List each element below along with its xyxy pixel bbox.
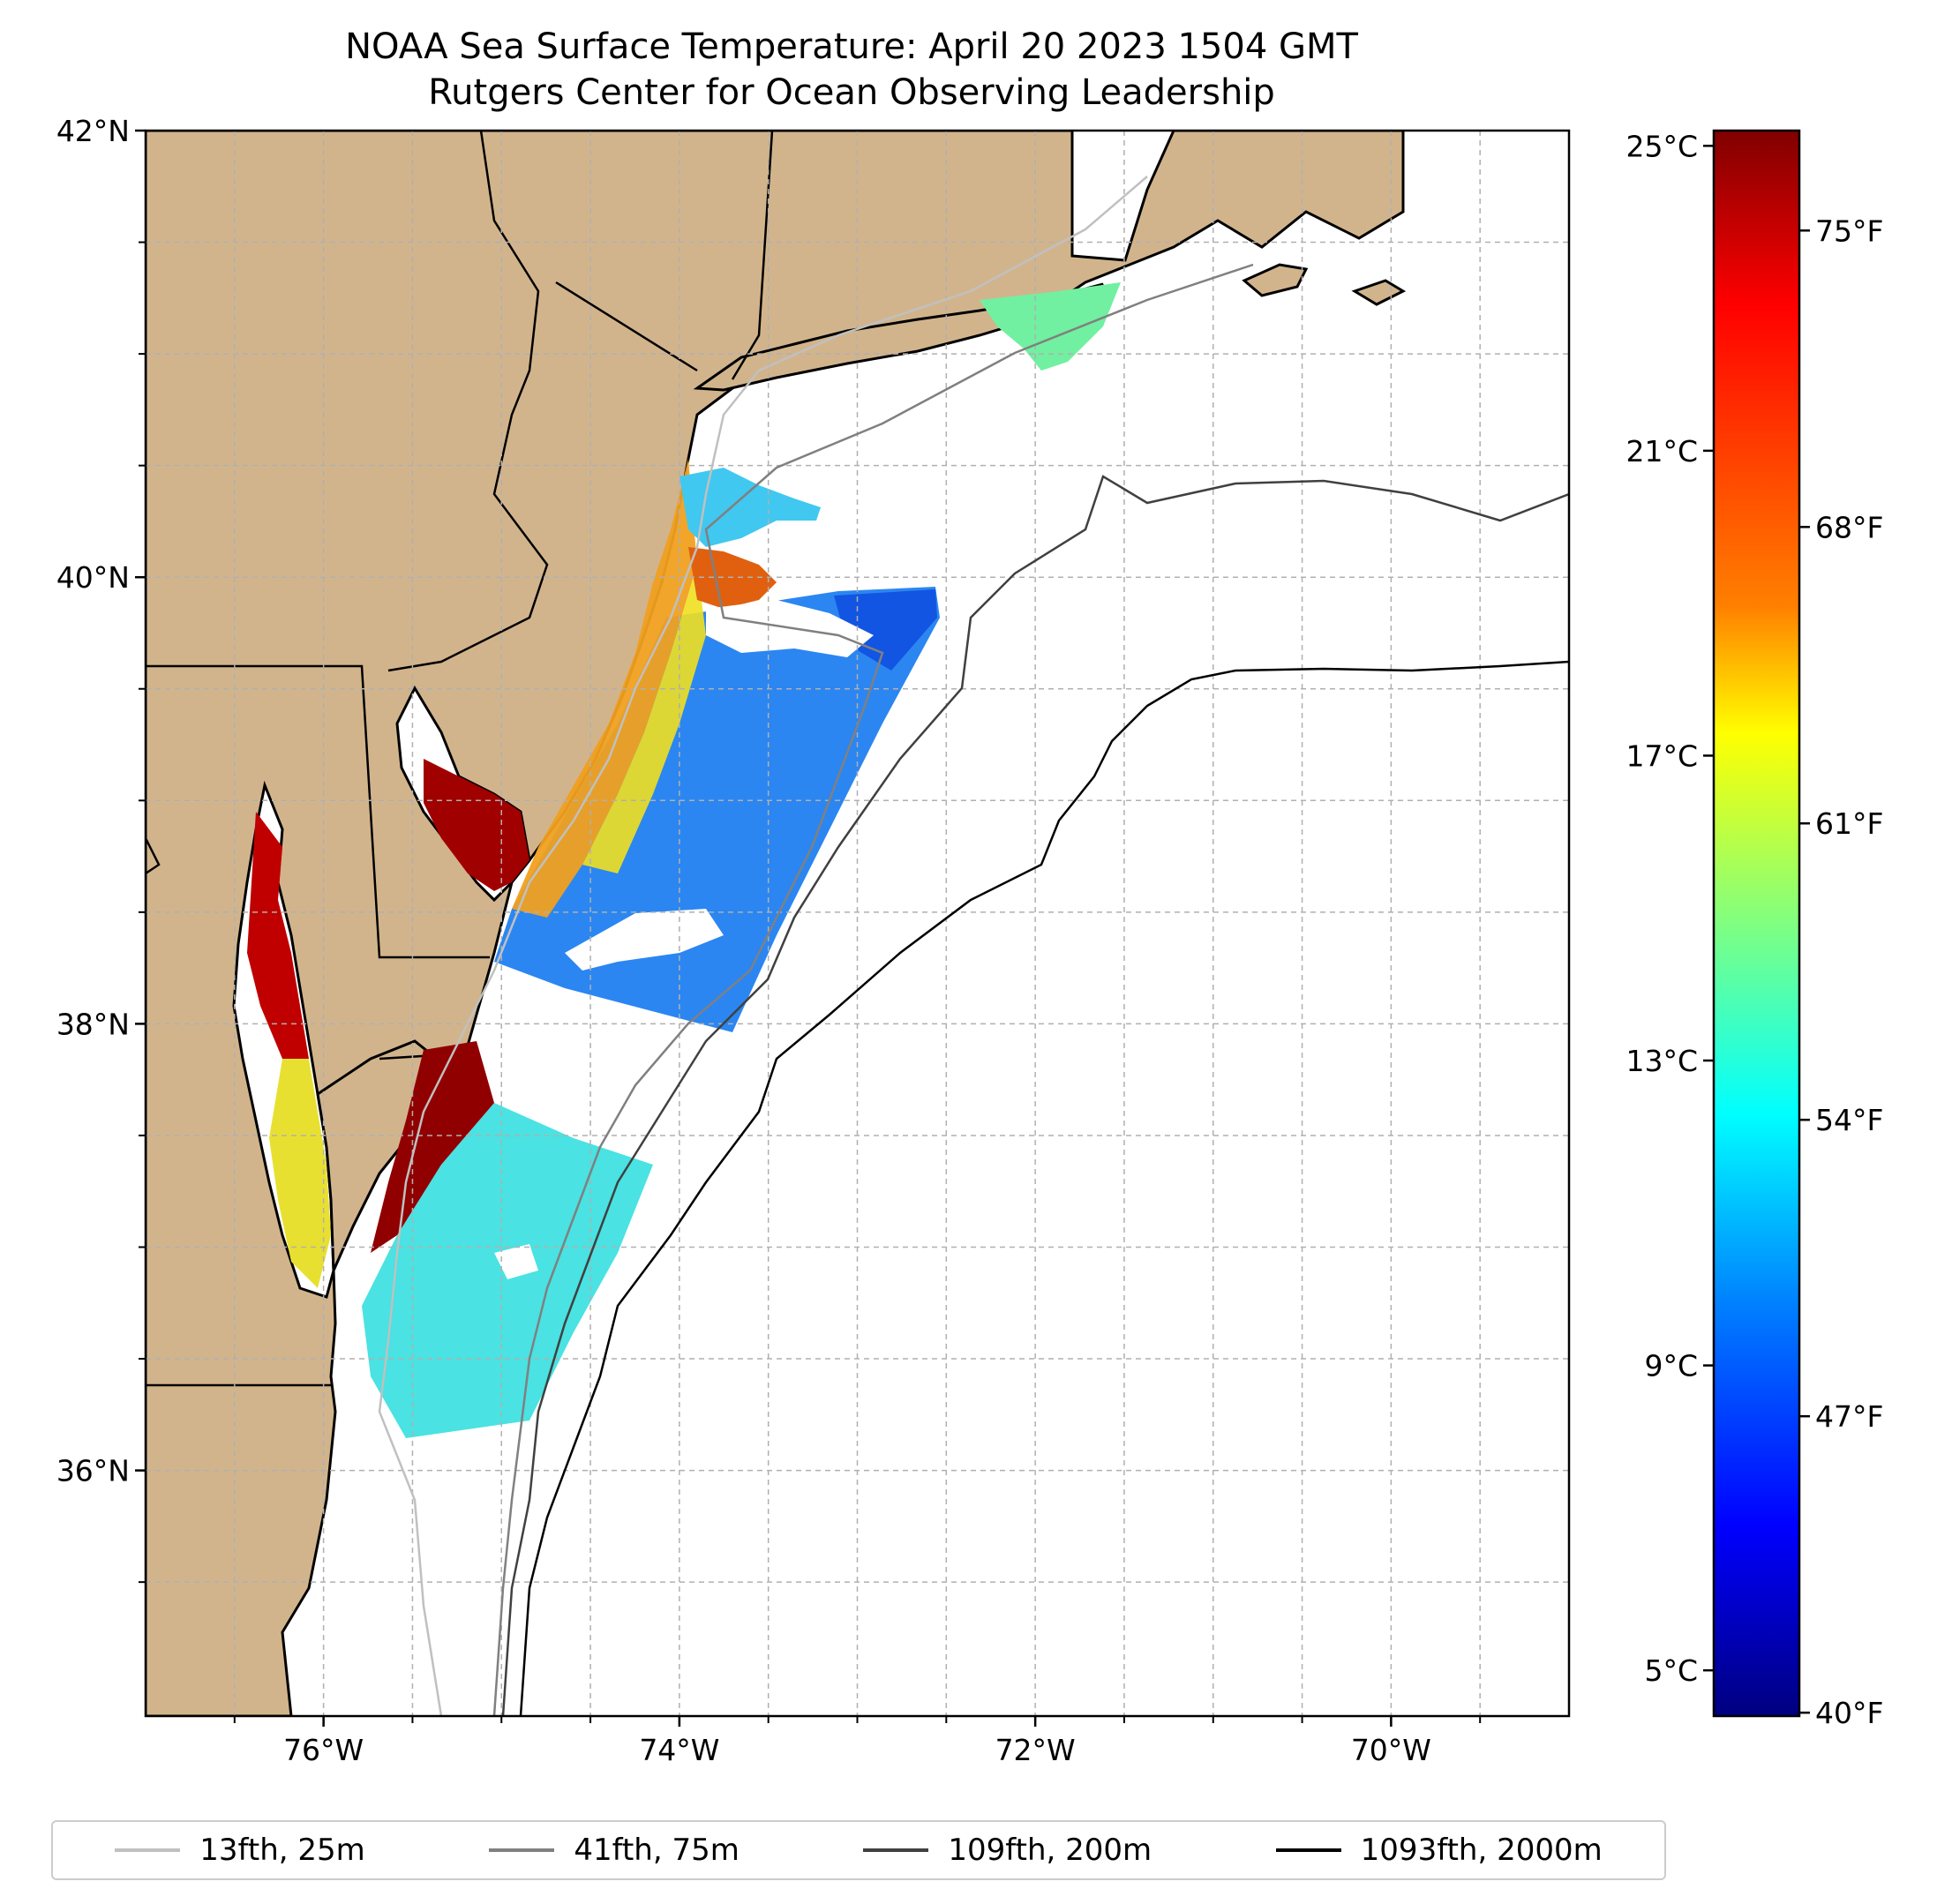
contour-legend: 13fth, 25m 41fth, 75m 109fth, 200m 1093f… xyxy=(51,1820,1666,1880)
lat-tick-label: 40°N xyxy=(56,560,130,595)
map-title-line2: Rutgers Center for Ocean Observing Leade… xyxy=(428,72,1275,113)
legend-item-2000m: 1093fth, 2000m xyxy=(1275,1833,1603,1868)
sst-swath-warm-nj xyxy=(512,459,697,918)
celsius-tick-label: 5°C xyxy=(1644,1653,1698,1688)
colorbar-celsius-ticks: 25°C 21°C 17°C 13°C 9°C 5°C xyxy=(1625,129,1714,1688)
state-borders xyxy=(146,131,774,1387)
colorbar xyxy=(1712,129,1801,1718)
sst-swath-deep-blue xyxy=(834,589,937,671)
sst-chesapeake-hot xyxy=(247,812,309,1059)
fahrenheit-tick-label: 75°F xyxy=(1815,214,1883,248)
contour-75m xyxy=(492,263,1254,1716)
legend-label-25m: 13fth, 25m xyxy=(199,1833,365,1868)
lon-tick-label: 72°W xyxy=(995,1733,1076,1767)
contour-25m xyxy=(378,176,1148,1716)
lon-tick-label: 76°W xyxy=(283,1733,364,1767)
contour-2000m xyxy=(519,660,1569,1716)
lon-tick-label: 70°W xyxy=(1351,1733,1431,1767)
legend-swatch-2000m xyxy=(1275,1848,1341,1852)
fahrenheit-tick-label: 40°F xyxy=(1815,1696,1883,1730)
celsius-tick-label: 17°C xyxy=(1625,738,1698,773)
sst-swath-blue xyxy=(494,587,940,1032)
legend-item-75m: 41fth, 75m xyxy=(489,1833,740,1868)
longitude-axis: 76°W 74°W 72°W 70°W xyxy=(233,1716,1482,1767)
sst-li-sound xyxy=(980,282,1121,371)
celsius-tick-label: 21°C xyxy=(1625,434,1698,469)
cloud-gap-3 xyxy=(494,1244,538,1279)
contour-200m xyxy=(501,475,1569,1716)
fahrenheit-tick-label: 61°F xyxy=(1815,806,1883,841)
legend-swatch-25m xyxy=(115,1848,181,1852)
legend-label-2000m: 1093fth, 2000m xyxy=(1360,1833,1603,1868)
sst-ny-bight xyxy=(679,468,821,547)
celsius-tick-label: 25°C xyxy=(1625,129,1698,163)
grid-lines xyxy=(146,131,1569,1716)
bathymetry-contours xyxy=(378,176,1569,1716)
lat-tick-label: 36°N xyxy=(56,1454,130,1488)
sst-swath-yellow-nj xyxy=(582,565,706,873)
sst-delaware-bay-hot xyxy=(424,759,529,891)
map-title-line1: NOAA Sea Surface Temperature: April 20 2… xyxy=(345,26,1358,67)
latitude-axis: 42°N 40°N 38°N 36°N xyxy=(56,114,146,1584)
cloud-gap-2 xyxy=(565,909,724,971)
legend-label-75m: 41fth, 75m xyxy=(574,1833,740,1868)
legend-swatch-200m xyxy=(863,1848,929,1852)
lon-tick-label: 74°W xyxy=(639,1733,719,1767)
celsius-tick-label: 9°C xyxy=(1644,1349,1698,1383)
lat-tick-label: 38°N xyxy=(56,1007,130,1041)
legend-item-25m: 13fth, 25m xyxy=(115,1833,365,1868)
sst-ny-bight-warm xyxy=(688,547,777,609)
colorbar-fahrenheit-ticks: 75°F 68°F 61°F 54°F 47°F 40°F xyxy=(1799,214,1883,1730)
lat-tick-label: 42°N xyxy=(56,114,130,148)
fahrenheit-tick-label: 54°F xyxy=(1815,1103,1883,1137)
sst-chesapeake-yellow xyxy=(269,1059,331,1288)
legend-swatch-75m xyxy=(489,1848,555,1852)
fahrenheit-tick-label: 47°F xyxy=(1815,1399,1883,1434)
sst-virginia-hot xyxy=(371,1041,494,1253)
fahrenheit-tick-label: 68°F xyxy=(1815,510,1883,544)
celsius-tick-label: 13°C xyxy=(1625,1044,1698,1078)
legend-item-200m: 109fth, 200m xyxy=(863,1833,1152,1868)
legend-label-200m: 109fth, 200m xyxy=(948,1833,1152,1868)
